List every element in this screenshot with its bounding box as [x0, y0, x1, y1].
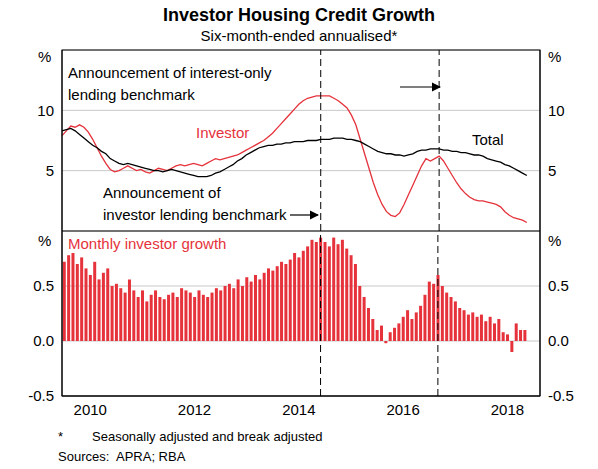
svg-text:Seasonally adjusted and break: Seasonally adjusted and break adjusted — [92, 429, 323, 444]
svg-text:0.5: 0.5 — [33, 277, 54, 294]
svg-text:Sources:: Sources: — [58, 449, 109, 464]
svg-text:Investor Housing Credit Growth: Investor Housing Credit Growth — [163, 5, 435, 25]
svg-text:investor lending benchmark: investor lending benchmark — [103, 206, 287, 223]
svg-text:lending benchmark: lending benchmark — [68, 86, 195, 103]
svg-text:2018: 2018 — [491, 401, 524, 418]
svg-text:2012: 2012 — [178, 401, 211, 418]
svg-text:2010: 2010 — [74, 401, 107, 418]
svg-text:10: 10 — [548, 102, 565, 119]
svg-text:10: 10 — [37, 102, 54, 119]
svg-text:Investor: Investor — [196, 124, 249, 141]
svg-text:-0.5: -0.5 — [548, 387, 574, 404]
svg-text:0.0: 0.0 — [33, 332, 54, 349]
svg-text:5: 5 — [46, 162, 54, 179]
svg-text:0.0: 0.0 — [548, 332, 569, 349]
svg-text:5: 5 — [548, 162, 556, 179]
svg-text:%: % — [548, 232, 561, 249]
svg-text:%: % — [38, 48, 51, 65]
svg-text:-0.5: -0.5 — [28, 387, 54, 404]
svg-text:Total: Total — [472, 131, 504, 148]
svg-text:Announcement of: Announcement of — [103, 184, 221, 201]
svg-text:*: * — [58, 429, 63, 444]
svg-text:2014: 2014 — [282, 401, 315, 418]
svg-text:Six-month-ended annualised*: Six-month-ended annualised* — [201, 27, 398, 44]
svg-text:0.5: 0.5 — [548, 277, 569, 294]
svg-text:APRA; RBA: APRA; RBA — [116, 449, 186, 464]
svg-text:2016: 2016 — [386, 401, 419, 418]
svg-text:Monthly investor growth: Monthly investor growth — [68, 235, 226, 252]
svg-text:%: % — [548, 48, 561, 65]
svg-text:Announcement of interest-only: Announcement of interest-only — [68, 64, 272, 81]
svg-text:%: % — [38, 232, 51, 249]
